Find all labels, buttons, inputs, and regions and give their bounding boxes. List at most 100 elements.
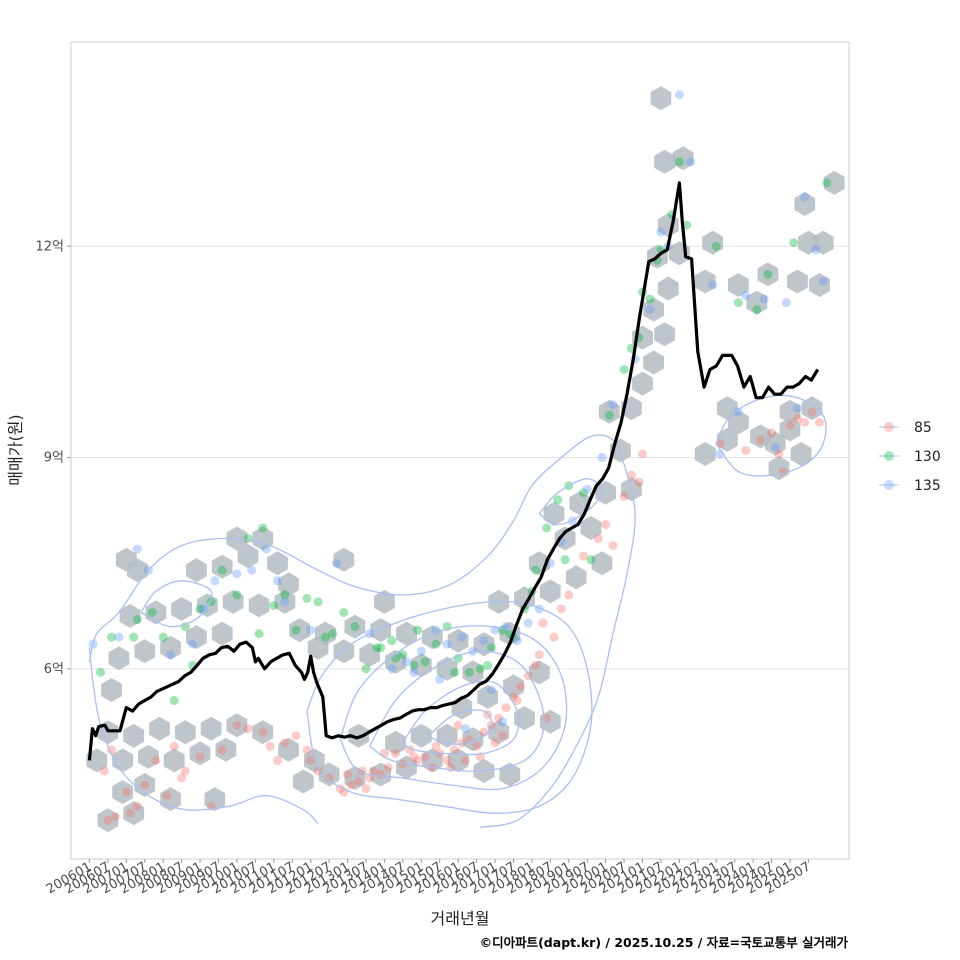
hexbin-80 [672, 146, 694, 171]
point-85-83 [815, 417, 825, 427]
hexbin-11 [215, 737, 237, 762]
point-85-47 [501, 703, 511, 713]
hexbin-22 [318, 762, 340, 787]
hexbin-104 [108, 646, 130, 671]
hexbin-33 [462, 727, 484, 752]
hexbin-16 [200, 716, 222, 741]
hexbin-40 [528, 660, 550, 685]
point-135-19 [431, 625, 441, 635]
hexbin-90 [812, 230, 834, 255]
point-135-17 [402, 657, 412, 667]
plot-panel [70, 41, 850, 860]
hexbin-48 [344, 614, 366, 639]
point-130-18 [313, 597, 323, 607]
hexbin-8 [138, 744, 159, 769]
point-130-2 [129, 632, 139, 642]
hexbin-93 [694, 442, 716, 466]
y-tick-label-1: 9억 [44, 451, 64, 466]
point-85-77 [774, 449, 784, 459]
point-130-65 [372, 643, 382, 653]
point-85-85 [556, 604, 566, 614]
point-85-66 [593, 534, 603, 544]
hexbin-128 [333, 547, 355, 572]
point-135-7 [210, 576, 220, 586]
point-85-33 [398, 759, 408, 769]
point-85-29 [368, 766, 378, 776]
point-85-6 [140, 780, 150, 790]
hexbin-2 [112, 780, 133, 805]
median-line-layer [87, 181, 820, 761]
point-85-26 [346, 780, 356, 790]
point-130-31 [464, 667, 474, 677]
contour-1 [88, 647, 319, 825]
hexbin-68 [598, 399, 620, 424]
point-85-28 [361, 784, 371, 794]
hexbin-58 [565, 565, 587, 590]
contour-5 [369, 650, 545, 772]
point-135-32 [582, 484, 592, 494]
point-135-8 [232, 569, 242, 579]
point-85-25 [343, 769, 353, 779]
hexbin-91 [794, 192, 816, 216]
hexbin-6 [86, 748, 108, 773]
point-135-36 [645, 305, 655, 315]
y-tick-label-2: 12억 [35, 239, 64, 254]
point-135-40 [685, 157, 695, 167]
point-85-93 [132, 801, 142, 811]
point-135-4 [166, 650, 176, 660]
hexbin-44 [385, 649, 406, 674]
point-130-68 [320, 632, 330, 642]
point-85-92 [177, 773, 187, 783]
legend-entry-130: 130 [879, 449, 941, 465]
hexbin-38 [477, 685, 498, 709]
point-130-6 [169, 696, 179, 706]
point-85-13 [217, 745, 227, 755]
point-85-36 [420, 752, 430, 762]
point-130-21 [350, 622, 360, 632]
point-130-64 [390, 653, 400, 663]
point-85-22 [313, 766, 323, 776]
point-85-91 [306, 755, 316, 765]
hexbin-102 [779, 399, 801, 424]
hexbin-59 [591, 551, 613, 576]
point-130-39 [553, 495, 563, 505]
point-130-53 [682, 220, 692, 230]
point-85-21 [302, 745, 312, 755]
point-130-23 [376, 643, 386, 653]
hexbin-17 [226, 713, 248, 738]
point-135-53 [486, 685, 496, 695]
hexbin-52 [447, 628, 469, 653]
hexbin-98 [764, 431, 786, 456]
hexbin-107 [186, 625, 207, 650]
point-85-43 [472, 741, 482, 751]
hexbin-19 [278, 737, 299, 762]
point-135-42 [741, 291, 751, 301]
point-130-0 [95, 667, 105, 677]
point-85-30 [376, 769, 386, 779]
hexbin-63 [543, 501, 565, 526]
point-135-12 [280, 597, 290, 607]
point-135-6 [199, 604, 209, 614]
hexbin-123 [237, 544, 259, 569]
legend-label-85: 85 [914, 420, 932, 436]
point-130-44 [619, 365, 629, 375]
contour-3 [306, 600, 593, 814]
point-130-56 [752, 305, 762, 315]
hexbin-10 [189, 741, 211, 766]
point-130-48 [645, 294, 655, 304]
point-85-11 [195, 752, 205, 762]
point-85-14 [232, 720, 242, 730]
point-85-57 [461, 755, 471, 765]
point-85-16 [258, 727, 268, 737]
point-85-31 [383, 762, 393, 772]
hexbin-14 [149, 716, 170, 741]
point-85-23 [324, 773, 334, 783]
point-85-70 [626, 470, 636, 480]
point-130-3 [132, 615, 142, 625]
hexbin-9 [163, 748, 185, 773]
point-85-76 [767, 428, 777, 438]
point-135-21 [457, 632, 467, 642]
point-130-25 [398, 650, 408, 660]
hexbin-118 [101, 678, 122, 702]
